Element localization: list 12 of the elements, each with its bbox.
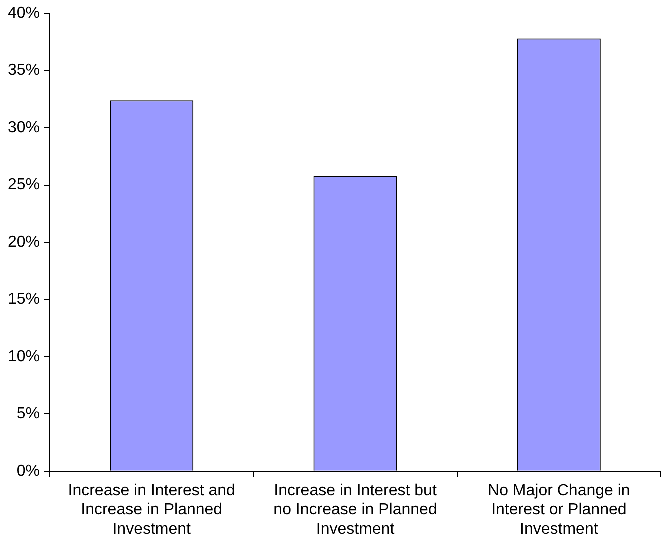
y-tick-label: 15% [8, 291, 40, 308]
x-tick-label: Increase in Interest but no Increase in Planned Investment [274, 482, 438, 538]
y-tick-label: 25% [8, 176, 40, 194]
y-tick-label: 0% [16, 462, 40, 480]
x-tick-label: Increase in Interest and Increase in Planned Investment [68, 482, 236, 538]
y-tick-label: 35% [8, 62, 40, 80]
x-tick-label: No Major Change in Interest or Planned Investment [488, 482, 630, 538]
y-tick-label: 5% [16, 406, 40, 423]
y-tick-label: 40% [8, 5, 40, 22]
y-tick-label: 20% [8, 234, 40, 251]
y-tick-label: 30% [8, 119, 40, 136]
y-tick-label: 10% [8, 348, 40, 366]
